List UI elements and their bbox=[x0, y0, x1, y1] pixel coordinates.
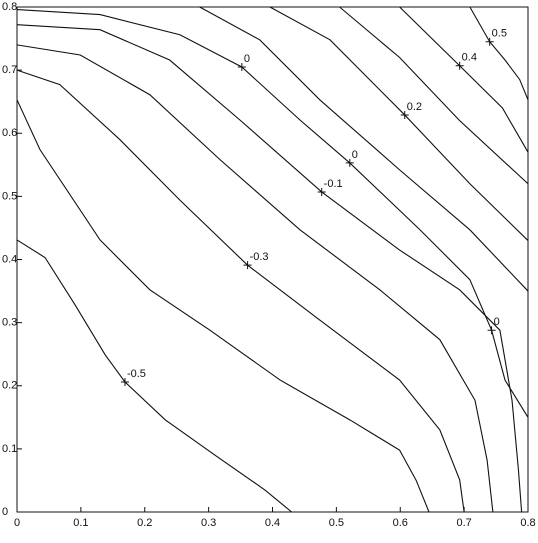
contour-line bbox=[16, 44, 494, 513]
contour-label: 0.4 bbox=[462, 52, 477, 64]
y-tick-label: 0.4 bbox=[2, 253, 17, 265]
label-marker bbox=[317, 187, 326, 196]
contour-line bbox=[339, 6, 529, 185]
label-marker bbox=[487, 326, 496, 335]
contour-line bbox=[16, 99, 430, 513]
x-tick-label: 0.1 bbox=[73, 517, 88, 529]
x-tick-label: 0.4 bbox=[265, 517, 280, 529]
label-marker bbox=[400, 110, 409, 119]
contour-label: 0.2 bbox=[407, 101, 422, 113]
x-tick-label: 0.7 bbox=[456, 517, 471, 529]
x-tick-label: 0.2 bbox=[137, 517, 152, 529]
contour-label: -0.1 bbox=[324, 178, 343, 190]
label-marker bbox=[455, 61, 464, 70]
contour-label: 0 bbox=[244, 53, 250, 65]
y-tick-label: 0.8 bbox=[2, 1, 17, 13]
x-tick-label: 0 bbox=[14, 517, 20, 529]
contour-label: 0 bbox=[352, 149, 358, 161]
y-tick-label: 0.5 bbox=[2, 190, 17, 202]
y-tick-label: 0.7 bbox=[2, 64, 17, 76]
y-tick-label: 0.3 bbox=[2, 317, 17, 329]
contour-line bbox=[16, 69, 465, 513]
plot-frame bbox=[16, 6, 529, 513]
y-tick-label: 0.6 bbox=[2, 127, 17, 139]
label-marker bbox=[345, 158, 354, 167]
y-tick-label: 0.2 bbox=[2, 380, 17, 392]
label-marker bbox=[237, 62, 246, 71]
contour-line bbox=[16, 24, 523, 513]
y-tick-label: 0 bbox=[2, 506, 8, 518]
x-tick-label: 0.5 bbox=[329, 517, 344, 529]
label-marker bbox=[485, 37, 494, 46]
x-tick-label: 0.3 bbox=[201, 517, 216, 529]
contour-line bbox=[399, 6, 529, 153]
x-tick-label: 0.8 bbox=[520, 517, 535, 529]
label-marker bbox=[120, 377, 129, 386]
contour-label: -0.5 bbox=[127, 368, 146, 380]
contour-label: 0.5 bbox=[492, 28, 507, 40]
x-tick-label: 0.6 bbox=[393, 517, 408, 529]
contour-line bbox=[16, 239, 293, 513]
contour-line bbox=[469, 6, 529, 101]
label-marker bbox=[243, 261, 252, 270]
y-tick-label: 0.1 bbox=[2, 443, 17, 455]
contour-label: 0 bbox=[494, 316, 500, 328]
contour-label: -0.3 bbox=[250, 251, 269, 263]
contour-line bbox=[199, 6, 529, 292]
